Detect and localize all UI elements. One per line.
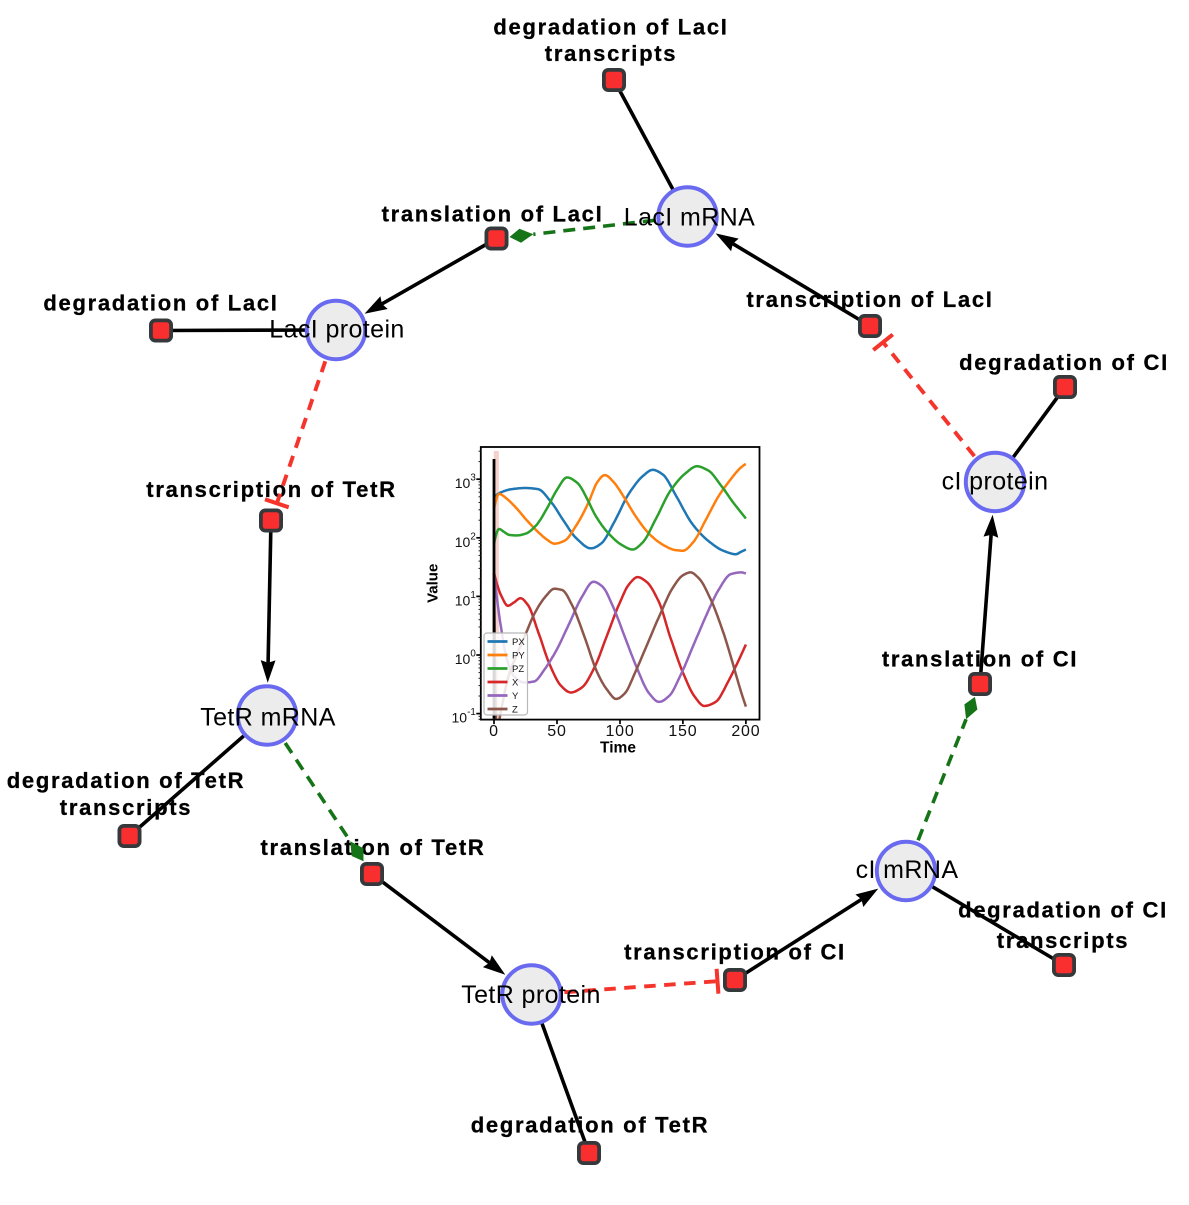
- svg-text:transcripts: transcripts: [60, 795, 192, 820]
- svg-text:Value: Value: [425, 564, 442, 603]
- svg-text:cI mRNA: cI mRNA: [856, 856, 959, 884]
- svg-text:PZ: PZ: [512, 664, 524, 675]
- svg-text:X: X: [512, 678, 519, 689]
- svg-text:150: 150: [668, 723, 697, 740]
- svg-text:TetR protein: TetR protein: [461, 981, 601, 1009]
- svg-text:degradation of LacI: degradation of LacI: [493, 15, 728, 40]
- svg-text:transcription of LacI: transcription of LacI: [746, 287, 993, 312]
- svg-text:degradation of TetR: degradation of TetR: [7, 768, 245, 793]
- svg-text:TetR mRNA: TetR mRNA: [200, 704, 336, 732]
- svg-text:degradation of CI: degradation of CI: [959, 350, 1169, 375]
- svg-text:PX: PX: [512, 637, 525, 648]
- svg-text:transcription of TetR: transcription of TetR: [146, 477, 396, 502]
- svg-text:Z: Z: [512, 705, 518, 716]
- svg-text:degradation of LacI: degradation of LacI: [43, 291, 278, 316]
- svg-text:100: 100: [605, 723, 634, 740]
- svg-text:200: 200: [731, 723, 760, 740]
- svg-text:Y: Y: [512, 691, 519, 702]
- svg-text:0: 0: [489, 723, 499, 740]
- svg-text:PY: PY: [512, 651, 525, 662]
- svg-text:Time: Time: [600, 740, 636, 757]
- svg-text:degradation of TetR: degradation of TetR: [471, 1113, 709, 1138]
- svg-text:cI protein: cI protein: [942, 468, 1049, 496]
- svg-text:translation of TetR: translation of TetR: [260, 835, 485, 860]
- svg-text:50: 50: [547, 723, 566, 740]
- svg-text:LacI mRNA: LacI mRNA: [624, 204, 755, 232]
- svg-text:transcripts: transcripts: [997, 928, 1129, 953]
- svg-text:transcripts: transcripts: [545, 41, 677, 66]
- svg-text:LacI protein: LacI protein: [269, 316, 404, 344]
- svg-text:transcription of CI: transcription of CI: [624, 940, 846, 965]
- svg-text:degradation of CI: degradation of CI: [958, 898, 1168, 923]
- svg-text:translation of LacI: translation of LacI: [382, 202, 604, 227]
- svg-text:translation of CI: translation of CI: [882, 647, 1078, 672]
